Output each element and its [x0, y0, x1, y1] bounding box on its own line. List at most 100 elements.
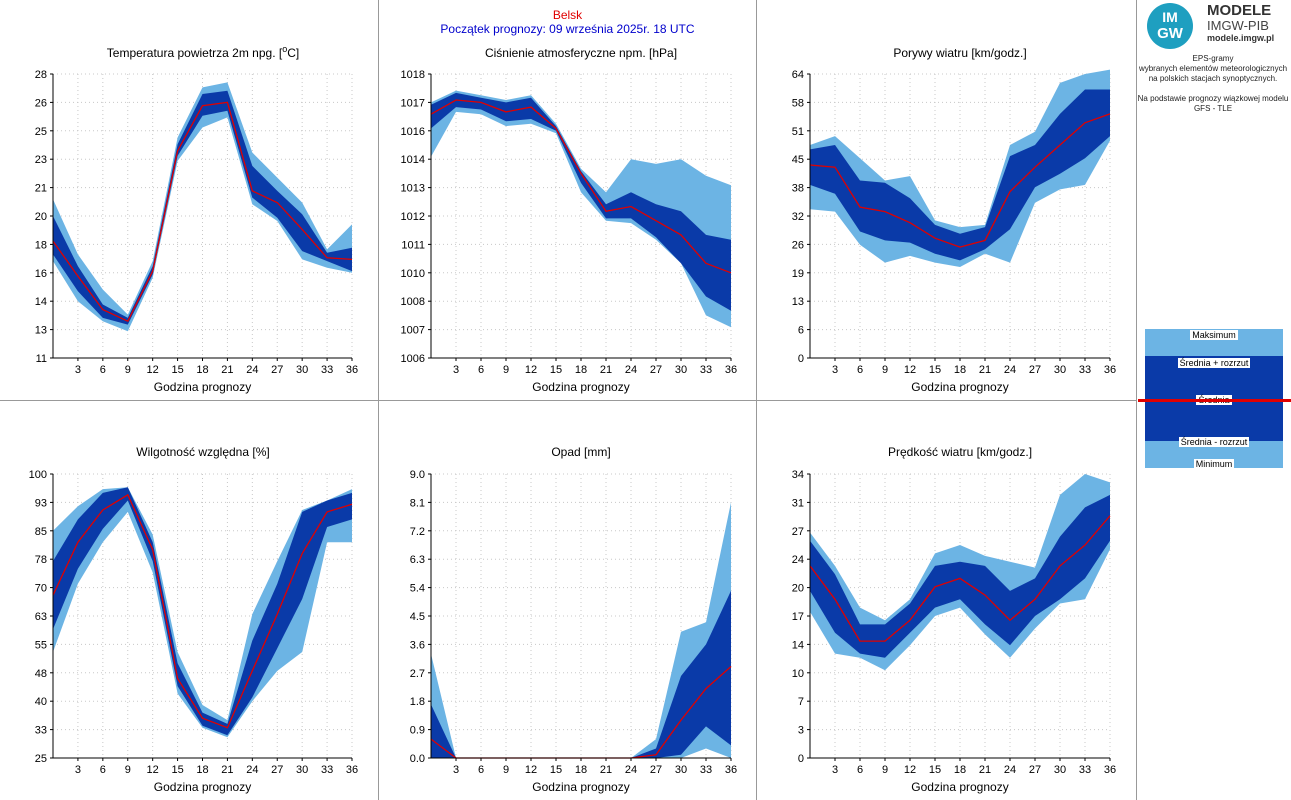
- spread-band: [431, 92, 731, 311]
- y-tick-label: 23: [35, 154, 47, 166]
- x-tick-label: 12: [904, 364, 916, 376]
- legend-max-label: Maksimum: [1190, 330, 1238, 340]
- y-tick-label: 63: [35, 611, 47, 623]
- y-tick-label: 20: [35, 211, 47, 223]
- x-tick-label: 18: [575, 364, 587, 376]
- x-tick-label: 3: [75, 364, 81, 376]
- x-axis-label: Godzina prognozy: [154, 380, 251, 394]
- y-tick-label: 9.0: [410, 469, 425, 481]
- y-tick-label: 13: [792, 296, 804, 308]
- logo-line1: MODELE: [1207, 2, 1272, 19]
- info-line: wybranych elementów meteorologicznych: [1138, 64, 1288, 73]
- y-tick-label: 14: [35, 296, 47, 308]
- info-line: [1135, 84, 1291, 94]
- info-line: EPS-gramy: [1192, 54, 1234, 63]
- chart-title-text: Prędkość wiatru [km/godz.]: [888, 445, 1032, 459]
- panel-divider: [1136, 0, 1137, 800]
- x-tick-label: 15: [550, 364, 562, 376]
- spread-band: [53, 90, 352, 325]
- x-tick-label: 36: [725, 364, 737, 376]
- y-tick-label: 25: [35, 126, 47, 138]
- info-line: Na podstawie prognozy wiązkowej modelu: [1137, 94, 1289, 103]
- legend-plus-label: Średnia + rozrzut: [1177, 358, 1251, 368]
- legend-min-label: Minimum: [1193, 459, 1235, 469]
- y-tick-label: 1016: [401, 126, 425, 138]
- y-tick-label: 38: [792, 183, 804, 195]
- x-tick-label: 9: [125, 364, 131, 376]
- x-tick-label: 36: [346, 364, 358, 376]
- info-line: na polskich stacjach synoptycznych.: [1148, 74, 1278, 83]
- x-tick-label: 24: [1004, 364, 1016, 376]
- x-axis-label: Godzina prognozy: [532, 780, 629, 794]
- x-axis-label: Godzina prognozy: [532, 380, 629, 394]
- y-tick-label: 58: [792, 97, 804, 109]
- x-tick-label: 3: [832, 364, 838, 376]
- x-tick-label: 12: [525, 764, 537, 776]
- y-tick-label: 1018: [401, 69, 425, 81]
- x-tick-label: 18: [954, 364, 966, 376]
- mean-line: [52, 493, 353, 729]
- x-tick-label: 24: [625, 364, 637, 376]
- x-tick-label: 21: [600, 364, 612, 376]
- x-tick-label: 9: [882, 764, 888, 776]
- chart-title: Wilgotność względna [%]: [136, 445, 269, 459]
- y-tick-label: 55: [35, 639, 47, 651]
- imgw-logo: IM GW MODELE IMGW-PIB modele.imgw.pl: [1145, 2, 1285, 49]
- y-tick-label: 1010: [401, 268, 425, 280]
- y-tick-label: 51: [792, 126, 804, 138]
- y-tick-label: 0.9: [410, 725, 425, 737]
- x-tick-label: 33: [1079, 364, 1091, 376]
- y-tick-label: 1007: [401, 325, 425, 337]
- y-tick-label: 7.2: [410, 526, 425, 538]
- y-tick-label: 18: [35, 239, 47, 251]
- y-tick-label: 70: [35, 583, 47, 595]
- x-tick-label: 30: [675, 364, 687, 376]
- y-tick-label: 10: [792, 668, 804, 680]
- y-tick-label: 48: [35, 668, 47, 680]
- x-tick-label: 21: [600, 764, 612, 776]
- panel-divider: [0, 400, 1136, 401]
- y-tick-label: 78: [35, 554, 47, 566]
- x-tick-label: 24: [625, 764, 637, 776]
- chart-title-text: Wilgotność względna [%]: [136, 445, 269, 459]
- y-tick-label: 5.4: [410, 583, 425, 595]
- x-tick-label: 15: [171, 364, 183, 376]
- minmax-band: [431, 502, 731, 758]
- mean-line: [809, 515, 1111, 642]
- x-tick-label: 18: [954, 764, 966, 776]
- y-tick-label: 1006: [401, 353, 425, 365]
- y-tick-label: 45: [792, 154, 804, 166]
- x-tick-label: 6: [100, 764, 106, 776]
- chart-panel-2: 1006 1007 1008 1010 1011 1012 1013 1014 1016 1017…: [401, 46, 738, 394]
- y-tick-label: 64: [792, 69, 804, 81]
- chart-title: Ciśnienie atmosferyczne npm. [hPa]: [485, 46, 677, 60]
- x-tick-label: 18: [575, 764, 587, 776]
- x-tick-label: 36: [1104, 364, 1116, 376]
- chart-title-tail: C]: [287, 46, 299, 60]
- chart-title: Porywy wiatru [km/godz.]: [893, 46, 1026, 60]
- y-tick-label: 0: [798, 353, 804, 365]
- x-tick-label: 3: [453, 764, 459, 776]
- x-tick-label: 3: [75, 764, 81, 776]
- chart-title-text: Ciśnienie atmosferyczne npm. [hPa]: [485, 46, 677, 60]
- logo-url: modele.imgw.pl: [1207, 33, 1275, 43]
- x-tick-label: 9: [125, 764, 131, 776]
- logo-circle-bottom: GW: [1157, 25, 1183, 42]
- x-tick-label: 12: [147, 364, 159, 376]
- y-tick-label: 93: [35, 497, 47, 509]
- x-tick-label: 12: [147, 764, 159, 776]
- y-tick-label: 24: [792, 554, 804, 566]
- y-tick-label: 32: [792, 211, 804, 223]
- spread-band: [53, 487, 352, 736]
- x-tick-label: 15: [550, 764, 562, 776]
- x-tick-label: 30: [1054, 364, 1066, 376]
- x-tick-label: 36: [346, 764, 358, 776]
- x-tick-label: 33: [321, 764, 333, 776]
- y-tick-label: 21: [35, 183, 47, 195]
- legend-minus-label: Średnia - rozrzut: [1178, 437, 1250, 447]
- x-tick-label: 24: [246, 364, 258, 376]
- y-tick-label: 1014: [401, 154, 425, 166]
- info-line: GFS - TLE: [1193, 104, 1233, 113]
